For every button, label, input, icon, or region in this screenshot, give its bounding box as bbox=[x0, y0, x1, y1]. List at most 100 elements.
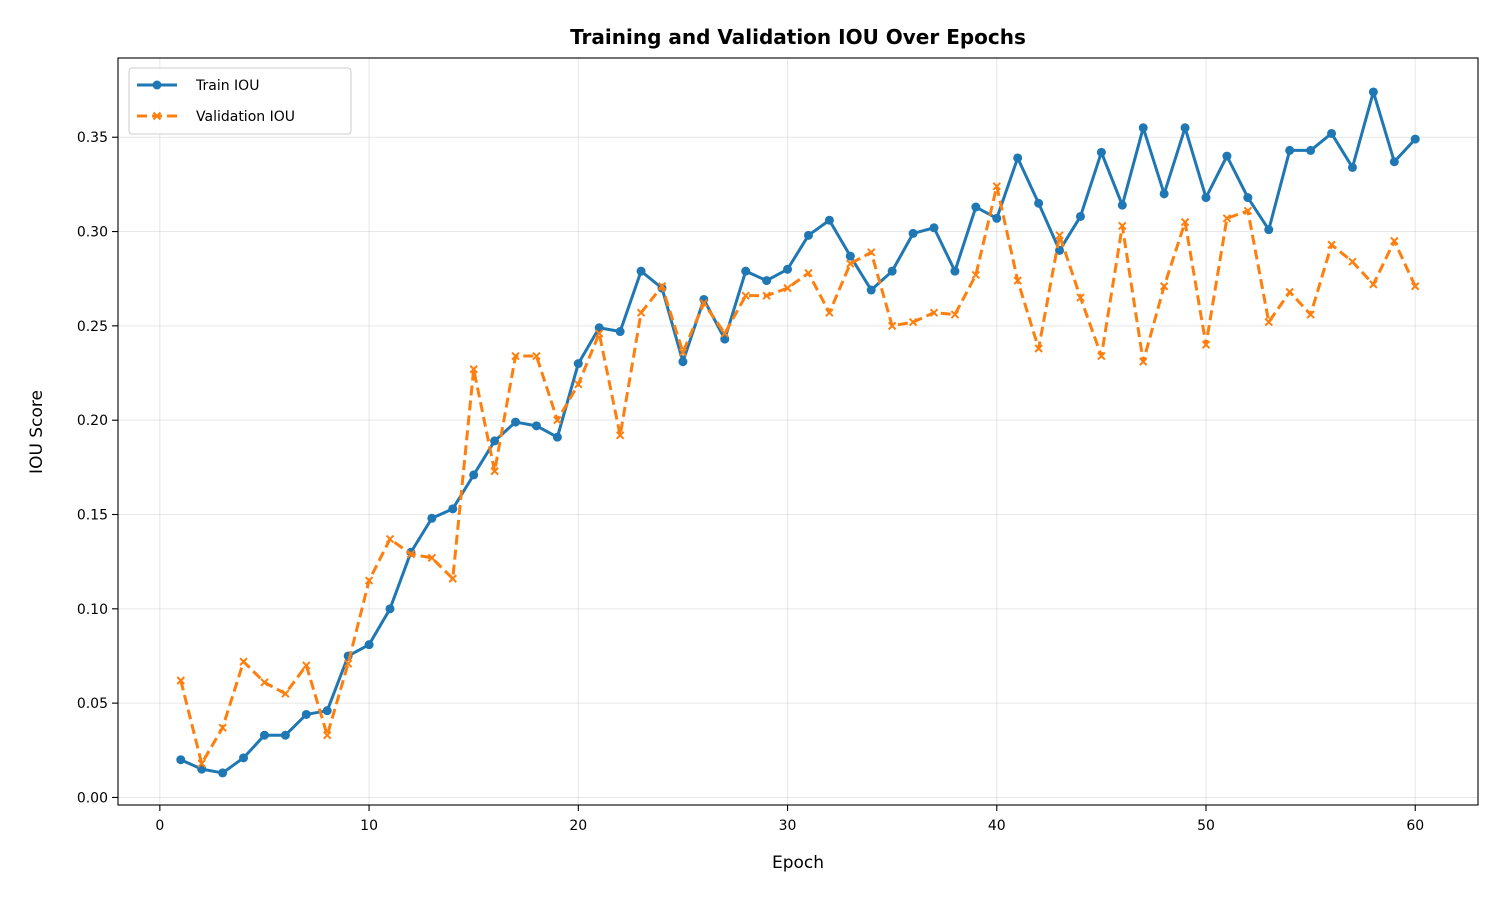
legend-validation-label: Validation IOU bbox=[196, 109, 295, 125]
train-point bbox=[448, 504, 458, 514]
y-tick-label: 0.10 bbox=[77, 602, 108, 618]
validation-line bbox=[179, 184, 1417, 765]
train-point bbox=[1075, 211, 1085, 221]
validation-point bbox=[887, 321, 897, 331]
train-point bbox=[1306, 145, 1316, 155]
train-point bbox=[762, 276, 772, 286]
validation-point bbox=[867, 248, 876, 257]
y-tick-label: 0.15 bbox=[77, 508, 108, 524]
validation-point bbox=[1097, 351, 1106, 361]
x-tick-label: 10 bbox=[360, 818, 378, 834]
x-tick-label: 40 bbox=[988, 818, 1006, 834]
validation-point bbox=[720, 329, 729, 338]
validation-point bbox=[1118, 221, 1127, 231]
validation-point bbox=[1201, 340, 1211, 349]
series-validation bbox=[176, 182, 1420, 768]
validation-point bbox=[657, 282, 667, 291]
y-tick-label: 0.35 bbox=[77, 130, 108, 146]
train-point bbox=[469, 470, 479, 480]
train-point bbox=[1159, 189, 1169, 199]
validation-point bbox=[1139, 357, 1148, 366]
train-point bbox=[1222, 151, 1232, 161]
legend-validation-marker bbox=[152, 111, 162, 121]
validation-point bbox=[1013, 276, 1022, 285]
chart-title: Training and Validation IOU Over Epochs bbox=[570, 25, 1026, 49]
validation-point bbox=[908, 317, 918, 327]
train-point bbox=[741, 266, 751, 276]
train-point bbox=[636, 266, 646, 276]
train-point bbox=[908, 228, 918, 238]
validation-point bbox=[1411, 282, 1420, 291]
validation-point bbox=[929, 308, 939, 317]
validation-point bbox=[1180, 217, 1190, 227]
train-point bbox=[322, 706, 332, 716]
train-point bbox=[887, 266, 897, 276]
train-point bbox=[1368, 87, 1378, 97]
validation-point bbox=[260, 678, 269, 687]
train-line bbox=[180, 90, 1417, 775]
validation-point bbox=[1264, 317, 1273, 327]
validation-point bbox=[532, 351, 541, 361]
validation-point bbox=[1327, 240, 1336, 249]
validation-point bbox=[176, 676, 185, 685]
train-point bbox=[1327, 128, 1337, 138]
train-point bbox=[1034, 198, 1044, 208]
train-point bbox=[950, 266, 960, 276]
x-tick-label: 0 bbox=[155, 818, 164, 834]
train-point bbox=[929, 223, 939, 233]
train-point bbox=[531, 421, 541, 431]
train-point bbox=[1410, 134, 1420, 144]
train-point bbox=[552, 432, 562, 442]
x-tick-label: 30 bbox=[779, 818, 797, 834]
train-point bbox=[490, 436, 500, 446]
train-point bbox=[573, 359, 583, 369]
validation-point bbox=[846, 259, 855, 268]
y-tick-label: 0.05 bbox=[77, 696, 108, 712]
validation-point bbox=[971, 270, 981, 280]
plot-frame bbox=[117, 57, 1479, 806]
validation-point bbox=[1369, 280, 1378, 289]
grid bbox=[118, 58, 1478, 805]
train-point bbox=[1201, 193, 1211, 203]
validation-point bbox=[490, 466, 499, 476]
validation-point bbox=[1243, 206, 1253, 216]
train-point bbox=[1347, 162, 1357, 172]
train-point bbox=[1285, 145, 1295, 155]
legend-box bbox=[128, 67, 352, 135]
validation-point bbox=[804, 268, 813, 278]
validation-point bbox=[825, 308, 834, 317]
validation-point bbox=[302, 661, 311, 670]
validation-point bbox=[511, 351, 520, 361]
validation-point bbox=[218, 723, 227, 732]
validation-point bbox=[1285, 287, 1294, 297]
train-point bbox=[239, 753, 249, 763]
train-point bbox=[259, 730, 269, 740]
validation-point bbox=[1222, 214, 1232, 223]
train-point bbox=[971, 202, 981, 212]
x-tick-label: 60 bbox=[1406, 818, 1424, 834]
x-tick-label: 20 bbox=[569, 818, 587, 834]
validation-point bbox=[762, 291, 771, 300]
validation-point bbox=[992, 182, 1001, 191]
validation-point bbox=[741, 291, 750, 300]
train-point bbox=[1013, 153, 1023, 163]
validation-point bbox=[197, 759, 206, 768]
train-point bbox=[511, 417, 521, 427]
train-point bbox=[1389, 157, 1399, 167]
validation-point bbox=[343, 659, 353, 668]
validation-point bbox=[406, 549, 416, 559]
train-point bbox=[427, 513, 437, 523]
validation-point bbox=[1390, 236, 1399, 246]
validation-point bbox=[1306, 310, 1315, 319]
validation-point bbox=[364, 576, 374, 585]
y-tick-label: 0.25 bbox=[77, 319, 108, 335]
validation-point bbox=[615, 431, 625, 440]
validation-point bbox=[1034, 344, 1043, 353]
validation-point bbox=[427, 553, 437, 563]
x-tick-label: 50 bbox=[1197, 818, 1215, 834]
legend-train-label: Train IOU bbox=[195, 78, 259, 94]
train-point bbox=[1180, 123, 1190, 133]
train-point bbox=[783, 264, 793, 274]
